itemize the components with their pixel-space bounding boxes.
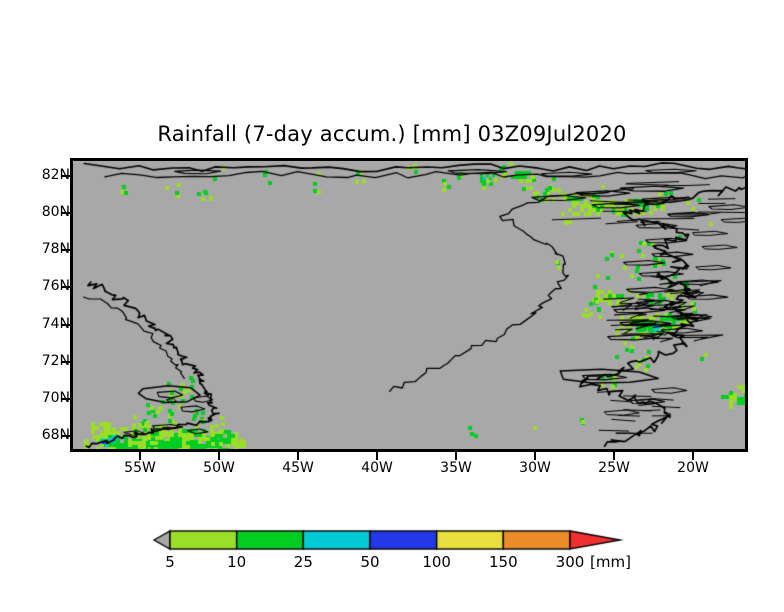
latitude-label-74n: 74N <box>41 315 70 332</box>
longitude-label-50w: 50W <box>203 460 235 476</box>
longitude-tick-30w <box>534 452 536 460</box>
colorbar-label-10: 10 <box>227 553 247 571</box>
longitude-label-40w: 40W <box>361 460 393 476</box>
longitude-tick-45w <box>297 452 299 460</box>
latitude-tick-76n <box>62 286 70 289</box>
longitude-tick-20w <box>692 452 694 460</box>
map-canvas <box>73 161 745 449</box>
longitude-tick-55w <box>139 452 141 460</box>
latitude-label-80n: 80N <box>41 204 70 221</box>
latitude-label-78n: 78N <box>41 241 70 258</box>
latitude-tick-70n <box>62 397 70 400</box>
latitude-tick-72n <box>62 360 70 363</box>
longitude-label-30w: 30W <box>519 460 551 476</box>
latitude-tick-80n <box>62 212 70 215</box>
longitude-tick-50w <box>218 452 220 460</box>
latitude-tick-68n <box>62 435 70 437</box>
map-plot-area <box>70 158 748 452</box>
latitude-label-72n: 72N <box>41 352 70 369</box>
longitude-label-25w: 25W <box>598 460 630 476</box>
longitude-tick-35w <box>455 452 457 460</box>
latitude-label-76n: 76N <box>41 278 70 295</box>
latitude-tick-74n <box>62 323 70 326</box>
longitude-tick-25w <box>613 452 615 460</box>
latitude-tick-78n <box>62 249 70 252</box>
longitude-label-45w: 45W <box>282 460 314 476</box>
longitude-tick-40w <box>376 452 378 460</box>
colorbar-label-100: 100 <box>422 553 451 571</box>
colorbar-unit-label: [mm] <box>590 553 631 571</box>
figure-title: Rainfall (7-day accum.) [mm] 03Z09Jul202… <box>157 122 627 146</box>
colorbar-canvas <box>150 527 650 553</box>
latitude-label-68n: 68N <box>41 427 70 443</box>
latitude-label-82n: 82N <box>41 167 70 183</box>
latitude-tick-82n <box>62 175 70 177</box>
longitude-label-55w: 55W <box>124 460 156 476</box>
colorbar: 5 10 25 50 100 150 300 [mm] <box>150 527 650 573</box>
colorbar-label-5: 5 <box>165 553 175 571</box>
colorbar-label-50: 50 <box>360 553 380 571</box>
latitude-label-70n: 70N <box>41 389 70 406</box>
longitude-label-35w: 35W <box>440 460 472 476</box>
longitude-label-20w: 20W <box>677 460 709 476</box>
colorbar-label-150: 150 <box>489 553 518 571</box>
colorbar-label-300: 300 <box>555 553 585 571</box>
colorbar-label-25: 25 <box>293 553 313 571</box>
